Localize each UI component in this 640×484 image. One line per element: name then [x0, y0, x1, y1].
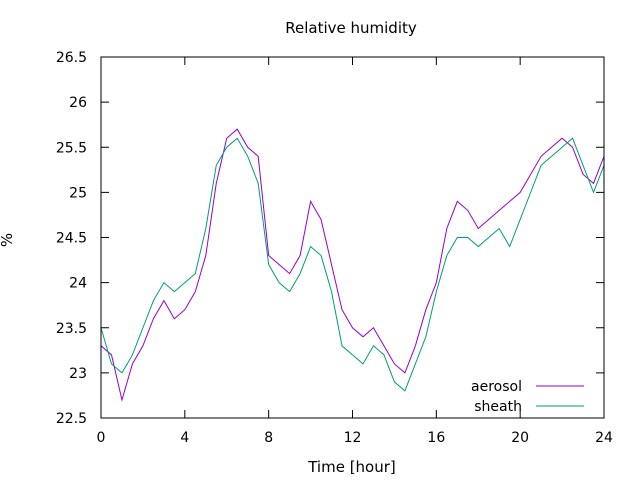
series-line-aerosol	[101, 128, 604, 402]
plot-frame	[100, 56, 605, 419]
x-tick-label: 12	[344, 430, 362, 446]
x-tick-label: 0	[97, 430, 106, 446]
x-axis-label: Time [hour]	[307, 458, 396, 476]
y-tick-label: 26	[69, 95, 87, 111]
y-tick-label: 22.5	[56, 411, 87, 427]
y-tick-label: 24	[69, 276, 87, 292]
y-tick-label: 25	[69, 185, 87, 201]
y-tick-label: 23	[69, 366, 87, 382]
legend: aerosol sheath	[471, 379, 584, 415]
data-series	[101, 128, 604, 402]
x-tick-label: 20	[511, 430, 529, 446]
y-tick-label: 25.5	[56, 140, 87, 156]
legend-label-sheath: sheath	[474, 399, 522, 415]
x-tick-label: 4	[180, 430, 189, 446]
y-axis-label: %	[0, 233, 16, 247]
x-tick-label: 24	[595, 430, 613, 446]
x-tick-label: 16	[427, 430, 445, 446]
y-tick-label: 23.5	[56, 321, 87, 337]
series-line-sheath	[101, 137, 604, 392]
y-tick-label: 24.5	[56, 231, 87, 247]
y-tick-label: 26.5	[56, 50, 87, 66]
axis-ticks: 22.5 23 23.5 24 24.5 25 25.5 26 26.5 0 4 8 12 16 20 24	[56, 50, 613, 446]
chart-title: Relative humidity	[285, 19, 417, 37]
legend-label-aerosol: aerosol	[471, 379, 522, 395]
x-tick-label: 8	[264, 430, 273, 446]
